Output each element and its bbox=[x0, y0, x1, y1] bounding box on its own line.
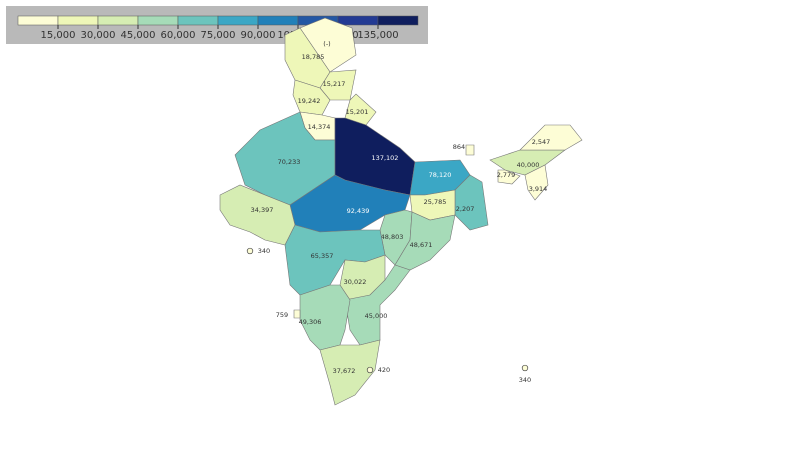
region bbox=[524, 164, 549, 201]
region-value-label: (-) bbox=[323, 40, 330, 48]
region-value-label: 864 bbox=[453, 143, 465, 151]
region-value-label: 34,397 bbox=[251, 206, 274, 214]
region-value-label: 48,803 bbox=[381, 233, 404, 241]
colorbar-swatch bbox=[97, 15, 139, 26]
colorbar-tick-label: 135,000 bbox=[357, 30, 398, 41]
colorbar-swatch bbox=[137, 15, 179, 26]
colorbar-tick-label: 15,000 bbox=[41, 30, 76, 41]
region-value-label: 15,217 bbox=[323, 80, 346, 88]
region-value-label: 37,672 bbox=[333, 367, 356, 375]
region bbox=[519, 124, 583, 151]
region-value-label: 48,671 bbox=[410, 241, 433, 249]
region-value-label: 14,374 bbox=[308, 123, 331, 131]
region-marker bbox=[366, 366, 374, 374]
region-value-label: 137,102 bbox=[372, 154, 399, 162]
region-value-label: 30,022 bbox=[344, 278, 367, 286]
region-value-label: 15,201 bbox=[346, 108, 369, 116]
region bbox=[497, 169, 521, 185]
region bbox=[465, 144, 475, 156]
region-value-label: 340 bbox=[519, 376, 531, 384]
region-value-label: 65,357 bbox=[311, 252, 334, 260]
colorbar-tick-label: 45,000 bbox=[121, 30, 156, 41]
region-value-label: 62,207 bbox=[452, 205, 475, 213]
region-value-label: 92,439 bbox=[347, 207, 370, 215]
region-value-label: 2,547 bbox=[532, 138, 551, 146]
region-value-label: 340 bbox=[258, 247, 270, 255]
region-value-label: 3,914 bbox=[529, 185, 548, 193]
colorbar-swatch bbox=[257, 15, 299, 26]
region-value-label: 49,306 bbox=[299, 318, 322, 326]
region-value-label: 25,785 bbox=[424, 198, 447, 206]
region-marker bbox=[521, 364, 529, 372]
region bbox=[344, 93, 377, 126]
region-marker bbox=[246, 247, 254, 255]
region-value-label: 759 bbox=[276, 311, 288, 319]
colorbar-swatch bbox=[377, 15, 419, 26]
region-value-label: 78,120 bbox=[429, 171, 452, 179]
region bbox=[319, 339, 381, 406]
region bbox=[293, 309, 301, 319]
region-value-label: 19,242 bbox=[298, 97, 321, 105]
region-value-label: 2,779 bbox=[497, 171, 516, 179]
region-value-label: 45,000 bbox=[365, 312, 388, 320]
colorbar-swatch bbox=[177, 15, 219, 26]
region bbox=[299, 284, 351, 351]
region-value-label: 70,233 bbox=[278, 158, 301, 166]
region-value-label: 420 bbox=[378, 366, 390, 374]
colorbar-tick-label: 75,000 bbox=[201, 30, 236, 41]
colorbar-swatch bbox=[337, 15, 379, 26]
colorbar-tick-label: 30,000 bbox=[81, 30, 116, 41]
colorbar-tick-label: 60,000 bbox=[161, 30, 196, 41]
region bbox=[394, 211, 456, 271]
colorbar-tick-label: 90,000 bbox=[241, 30, 276, 41]
colorbar-swatch bbox=[57, 15, 99, 26]
region-value-label: 40,000 bbox=[517, 161, 540, 169]
colorbar-swatch bbox=[17, 15, 59, 26]
region-value-label: 18,785 bbox=[302, 53, 325, 61]
colorbar-swatch bbox=[217, 15, 259, 26]
